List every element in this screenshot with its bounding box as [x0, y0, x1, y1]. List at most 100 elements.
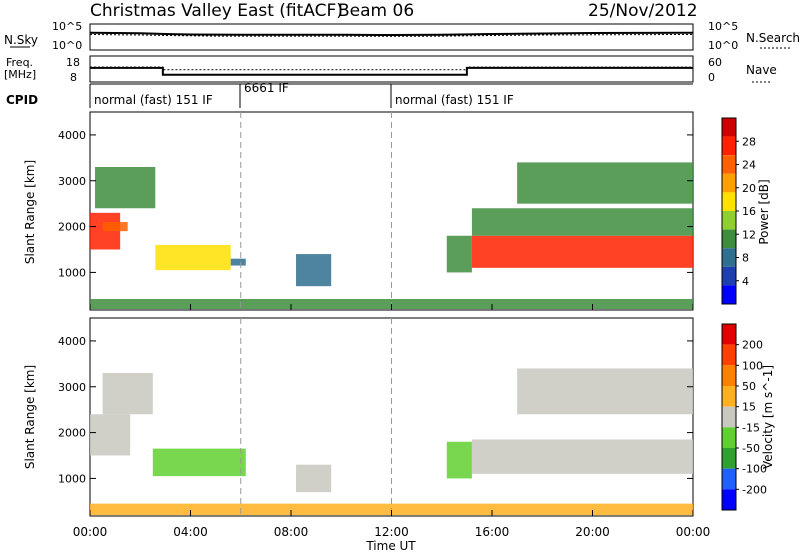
velocity-region: [90, 414, 131, 456]
cpid-segment-3: normal (fast) 151 IF: [395, 93, 514, 107]
power-region: [155, 244, 231, 271]
power-region: [471, 208, 693, 236]
power-region: [102, 222, 128, 232]
noise-tick-bottom-left: 10^0: [52, 39, 82, 52]
velocity-region: [296, 464, 332, 493]
cpid-panel: CPID normal (fast) 151 IF 6661 IF normal…: [6, 81, 693, 108]
power-y-tick-label: 1000: [58, 266, 86, 279]
power-colorbar-cell: [722, 192, 736, 211]
nave-label: Nave: [746, 63, 777, 77]
x-tick-label: 16:00: [475, 525, 510, 539]
velocity-y-label: Slant Range [km]: [23, 365, 37, 469]
freq-tick-bottom: 8: [70, 71, 77, 84]
x-tick-label: 08:00: [274, 525, 309, 539]
velocity-region: [446, 441, 472, 479]
velocity-data: [90, 318, 693, 516]
power-panel: 1000 2000 3000 4000 Slant Range [km] 28 24 20…: [23, 111, 771, 311]
power-colorbar-cell: [722, 155, 736, 174]
power-colorbar-cell: [722, 248, 736, 267]
nave-series: [90, 66, 693, 71]
x-tick-label: 04:00: [173, 525, 208, 539]
velocity-colorbar-frame: [721, 323, 737, 511]
freq-tick-top: 18: [66, 56, 80, 69]
cpid-segment-2: 6661 IF: [244, 81, 289, 95]
power-region: [95, 167, 156, 209]
velocity-colorbar-cell: [722, 448, 736, 469]
power-region: [471, 235, 693, 268]
velocity-region: [471, 439, 693, 474]
power-colorbar-cell: [722, 229, 736, 249]
velocity-panel: 1000 2000 3000 4000 Slant Range [km] 200 100…: [23, 317, 775, 517]
velocity-colorbar-cell: [722, 386, 736, 407]
power-colorbar-tick-label: 24: [742, 159, 756, 172]
velocity-region: [517, 368, 693, 415]
velocity-colorbar-cell: [722, 324, 736, 345]
power-colorbar-tick-label: 28: [742, 135, 756, 148]
power-colorbar-tick-label: 8: [742, 252, 749, 265]
cpid-label: CPID: [6, 93, 38, 107]
power-region: [230, 258, 246, 266]
x-tick-label: 00:00: [676, 525, 711, 539]
noise-search-series: [89, 33, 694, 37]
power-colorbar-label: Power [dB]: [757, 179, 771, 244]
nave-tick-top: 60: [708, 56, 722, 69]
noise-sky-series: [89, 31, 694, 37]
velocity-colorbar-cell: [722, 365, 736, 386]
velocity-colorbar-tick-label: 100: [742, 359, 763, 372]
nave-tick-bottom: 0: [708, 71, 715, 84]
noise-sky-label: N.Sky: [4, 33, 38, 47]
power-region: [517, 162, 693, 204]
power-y-tick-label: 3000: [58, 175, 86, 188]
velocity-colorbar-cell: [722, 427, 736, 448]
velocity-plot-area: [89, 317, 694, 517]
power-y-label: Slant Range [km]: [23, 160, 37, 264]
noise-panel-frame: [89, 23, 694, 51]
power-colorbar-tick-label: 12: [742, 228, 756, 241]
freq-series: [90, 66, 693, 76]
velocity-colorbar-tick-label: 15: [742, 401, 756, 414]
x-axis-label: Time UT: [365, 539, 416, 553]
velocity-colorbar-cell: [722, 344, 736, 366]
power-colorbar-cell: [722, 211, 736, 230]
noise-tick-bottom-right: 10^0: [708, 39, 738, 52]
velocity-colorbar-tick-label: 200: [742, 339, 763, 352]
power-colorbar-cell: [722, 285, 736, 304]
velocity-colorbar: 200 100 50 15 -15 -50 -100 -200: [721, 323, 767, 511]
velocity-colorbar-cell: [722, 468, 736, 490]
velocity-y-tick-label: 2000: [58, 427, 86, 440]
date-title: 25/Nov/2012: [588, 1, 698, 21]
power-colorbar: 28 24 20 16 12 8 4: [721, 117, 756, 305]
noise-panel: N.Sky 10^5 10^0 10^5 10^0 N.Search: [4, 20, 800, 52]
station-title: Christmas Valley East (fitACF): [90, 1, 343, 21]
power-y-axis: 1000 2000 3000 4000: [58, 129, 693, 279]
velocity-y-tick-label: 4000: [58, 335, 86, 348]
velocity-colorbar-tick-label: -15: [742, 421, 760, 434]
freq-label-line2: [MHz]: [4, 68, 36, 81]
power-colorbar-tick-label: 16: [742, 205, 756, 218]
x-tick-label: 00:00: [73, 525, 108, 539]
power-y-tick-label: 2000: [58, 221, 86, 234]
power-colorbar-tick-label: 4: [742, 275, 749, 288]
time-x-axis: 00:00 04:00 08:00 12:00 16:00 20:00 00:00: [73, 304, 711, 539]
velocity-colorbar-tick-label: 50: [742, 380, 756, 393]
velocity-colorbar-tick-label: -50: [742, 442, 760, 455]
power-colorbar-tick-label: 20: [742, 182, 756, 195]
beam-title: Beam 06: [338, 1, 414, 21]
power-colorbar-cell: [722, 266, 736, 286]
freq-panel-frame: [89, 55, 694, 83]
x-tick-label: 20:00: [575, 525, 610, 539]
power-y-tick-label: 4000: [58, 129, 86, 142]
freq-panel: Freq. [MHz] 18 8 60 0 Nave: [4, 55, 777, 84]
velocity-colorbar-cell: [722, 489, 736, 510]
freq-label-line1: Freq.: [6, 56, 33, 69]
noise-search-label: N.Search: [746, 31, 800, 45]
velocity-colorbar-tick-label: -100: [742, 463, 767, 476]
velocity-colorbar-cell: [722, 406, 736, 428]
noise-tick-top-right: 10^5: [708, 20, 738, 33]
velocity-y-axis: 1000 2000 3000 4000: [58, 335, 693, 485]
velocity-y-tick-label: 3000: [58, 381, 86, 394]
velocity-colorbar-label: Velocity [m s^-1]: [761, 365, 775, 469]
power-colorbar-cell: [722, 136, 736, 156]
power-colorbar-cell: [722, 118, 736, 137]
